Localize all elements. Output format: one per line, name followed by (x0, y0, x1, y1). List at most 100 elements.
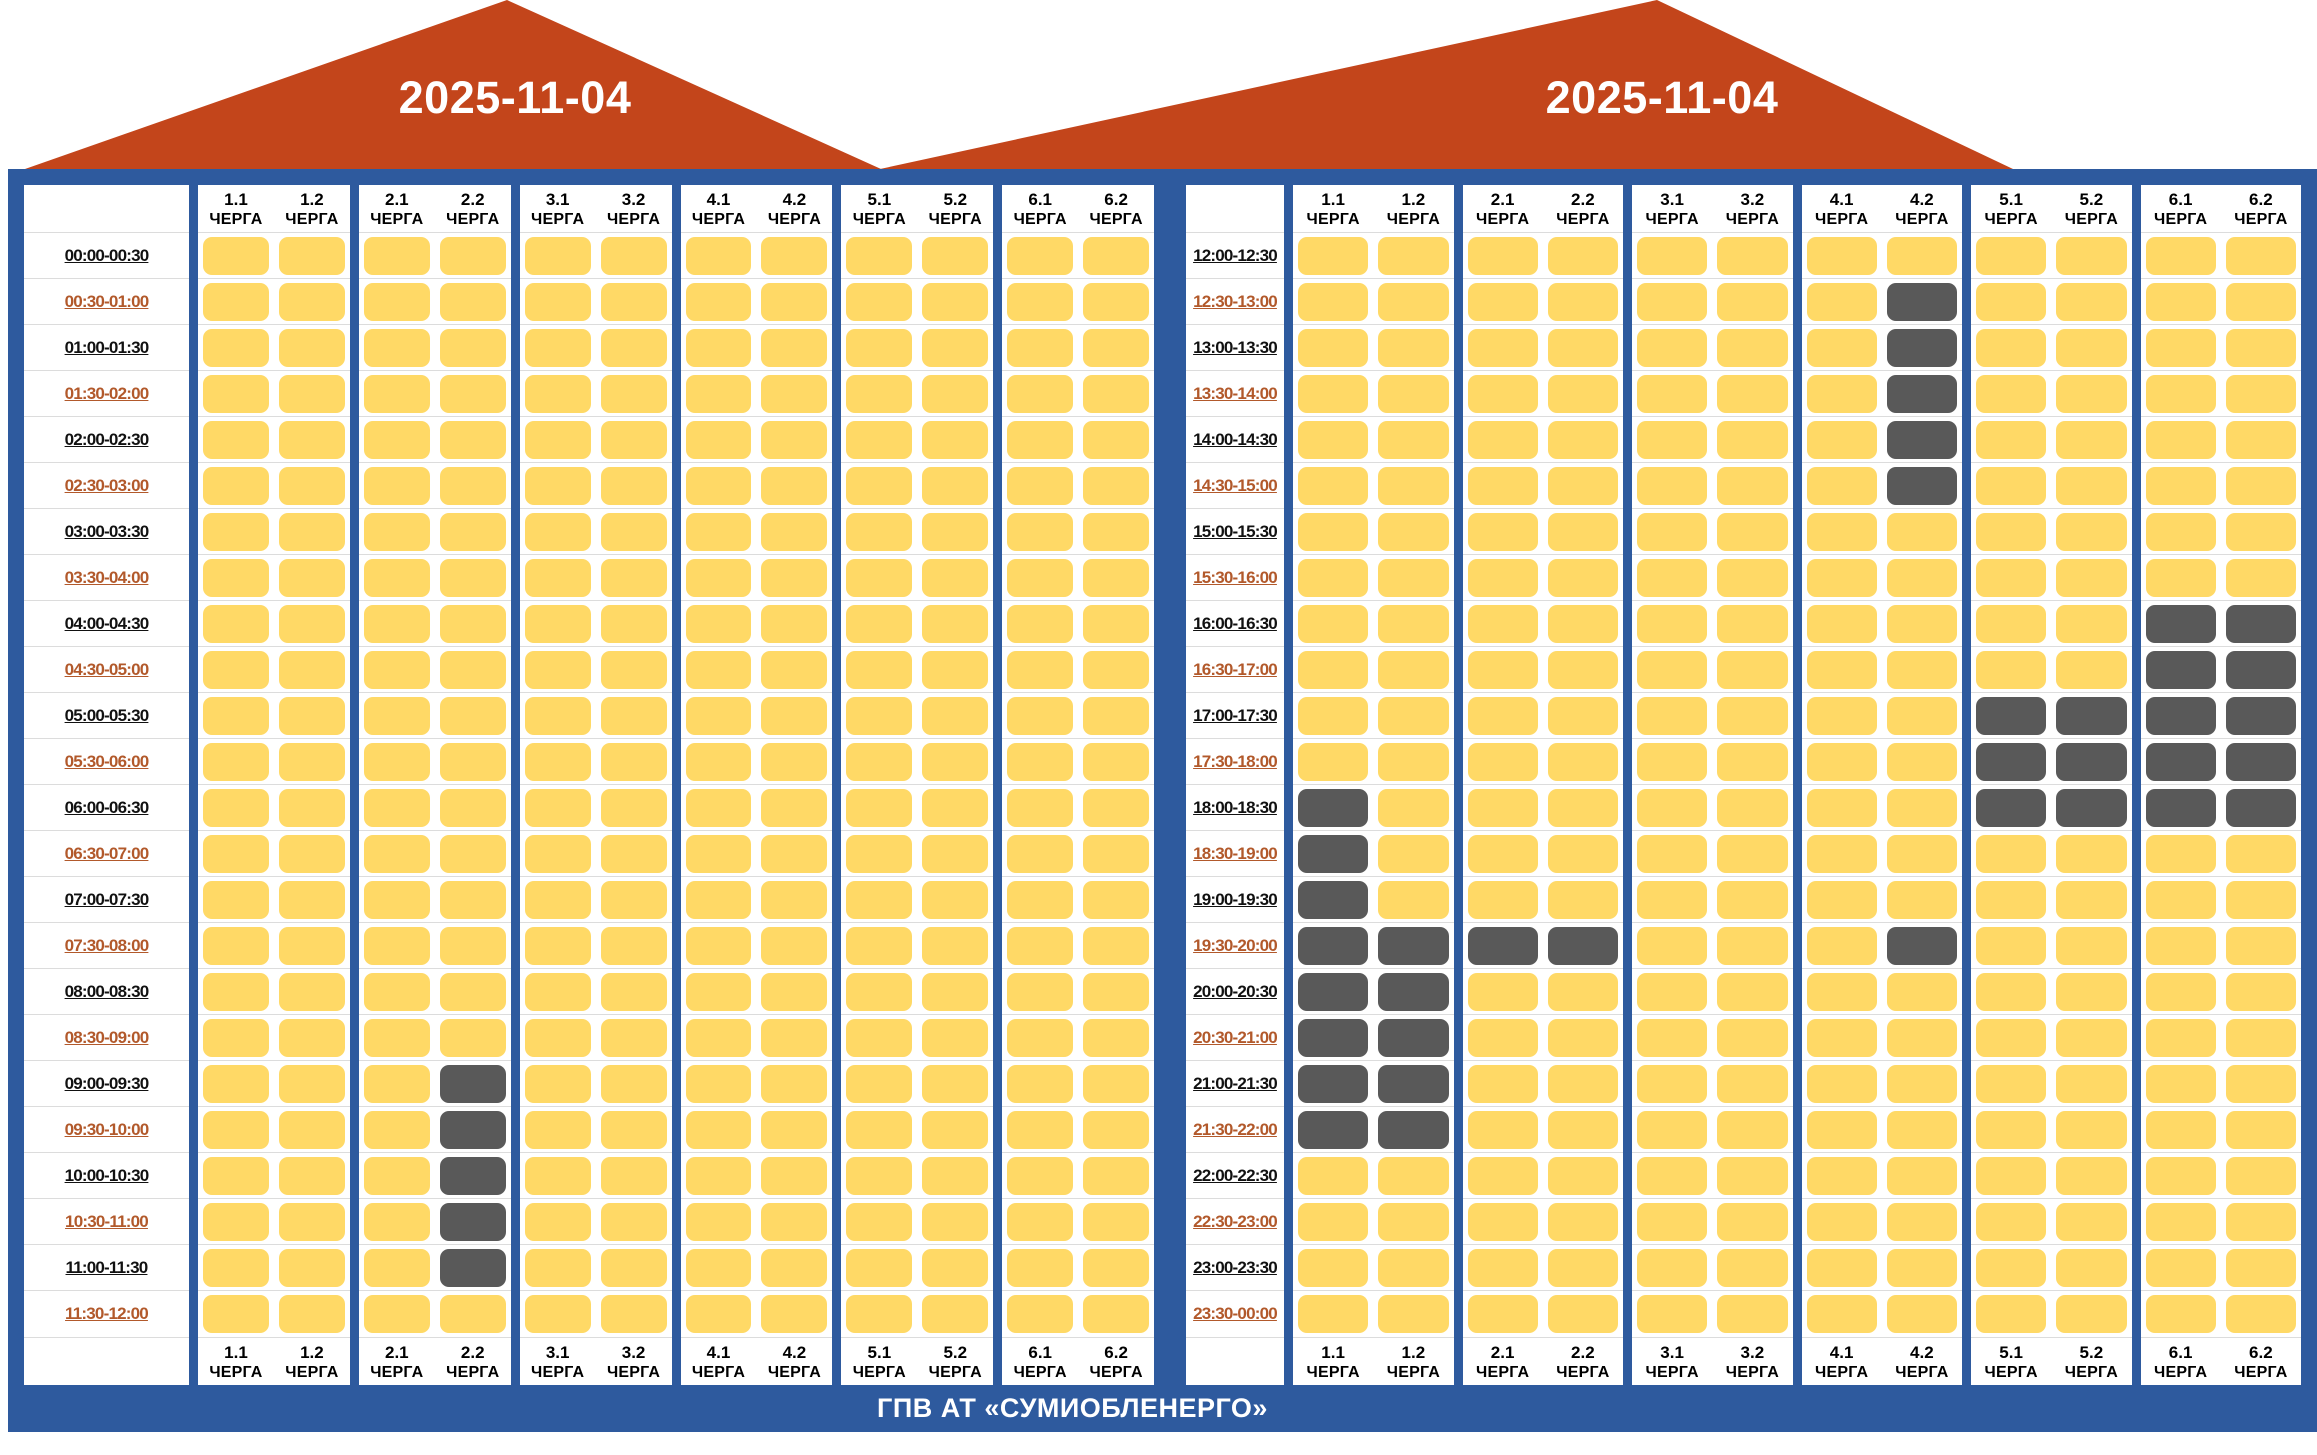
schedule-cell (363, 559, 430, 597)
time-slot-label: 09:30-10:00 (24, 1107, 189, 1153)
schedule-cell (685, 513, 752, 551)
schedule-row-cell (1462, 739, 1543, 785)
schedule-row-cell (2140, 693, 2221, 739)
schedule-cell (761, 237, 828, 275)
schedule-cell (600, 1295, 667, 1333)
schedule-cell (363, 927, 430, 965)
schedule-cell (1886, 329, 1957, 367)
queue-number: 5.2 (943, 1342, 968, 1362)
queue-number: 3.1 (1660, 189, 1684, 209)
queue-header: 6.1 ЧЕРГА (1002, 1337, 1079, 1385)
schedule-cell (1717, 283, 1788, 321)
schedule-cell (2056, 743, 2127, 781)
schedule-row-cell (1462, 509, 1543, 555)
schedule-row-cell (1971, 1015, 2052, 1061)
schedule-cell (1547, 881, 1618, 919)
queue-number: 3.2 (1740, 189, 1765, 209)
queue-number: 4.2 (1910, 1342, 1934, 1362)
schedule-cell (1298, 1295, 1369, 1333)
schedule-row-cell (519, 693, 596, 739)
schedule-row-cell (1632, 831, 1713, 877)
schedule-row-cell (198, 1199, 274, 1245)
schedule-row-cell (841, 969, 918, 1015)
schedule-row-cell (434, 647, 511, 693)
schedule-cell (1886, 697, 1957, 735)
queue-word: ЧЕРГА (1645, 1363, 1699, 1381)
schedule-row-cell (1542, 325, 1623, 371)
time-slot-label: 04:00-04:30 (24, 601, 189, 647)
schedule-row-cell (435, 1291, 511, 1337)
schedule-row-cell (434, 1107, 511, 1153)
schedule-row-cell (1462, 693, 1543, 739)
schedule-row-cell (917, 417, 994, 463)
schedule-row-cell (358, 417, 435, 463)
schedule-cell (1637, 1249, 1708, 1287)
schedule-cell (600, 467, 667, 505)
schedule-row-cell (358, 463, 435, 509)
schedule-cell (1717, 375, 1788, 413)
schedule-cell (524, 1295, 591, 1333)
schedule-row-cell (2220, 1015, 2301, 1061)
schedule-cell (685, 1019, 752, 1057)
schedule-row-cell (756, 601, 833, 647)
schedule-cell (1298, 375, 1369, 413)
schedule-cell (1976, 697, 2047, 735)
schedule-row-cell (1632, 739, 1713, 785)
schedule-cell (1378, 835, 1449, 873)
schedule-row-cell (595, 417, 672, 463)
schedule-row-cell (756, 509, 833, 555)
schedule-cell (685, 421, 752, 459)
schedule-cell (1378, 283, 1449, 321)
schedule-cell (1806, 559, 1877, 597)
schedule-cell (2225, 927, 2296, 965)
queue-header: 5.2 ЧЕРГА (917, 1337, 994, 1385)
schedule-row-cell (756, 877, 833, 923)
schedule-cell (1976, 927, 2047, 965)
schedule-cell (1806, 1065, 1877, 1103)
schedule-row-cell (273, 417, 350, 463)
schedule-cell (1298, 1203, 1369, 1241)
schedule-row-cell (1293, 785, 1374, 831)
schedule-cell (1717, 1111, 1788, 1149)
queue-header: 5.1 ЧЕРГА (1971, 1337, 2052, 1385)
schedule-cell (2145, 1249, 2216, 1287)
schedule-cell (1378, 1203, 1449, 1241)
queue-header: 3.2 ЧЕРГА (595, 185, 672, 233)
schedule-row-cell (1373, 279, 1454, 325)
schedule-row-cell (2220, 831, 2301, 877)
schedule-row-cell (2140, 233, 2221, 279)
schedule-cell (2145, 927, 2216, 965)
schedule-cell (1637, 1019, 1708, 1057)
schedule-cell (1717, 927, 1788, 965)
schedule-row-cell (680, 509, 757, 555)
schedule-cell (1467, 651, 1538, 689)
schedule-cell (203, 1065, 269, 1103)
schedule-cell (2056, 835, 2127, 873)
schedule-cell (2225, 789, 2296, 827)
schedule-row-cell (1971, 1061, 2052, 1107)
schedule-row-cell (1542, 877, 1623, 923)
schedule-cell (1083, 881, 1150, 919)
schedule-row-cell (358, 739, 435, 785)
schedule-cell (1717, 559, 1788, 597)
schedule-cell (1976, 881, 2047, 919)
schedule-cell (685, 467, 752, 505)
schedule-cell (761, 1203, 828, 1241)
queue-word: ЧЕРГА (1306, 210, 1360, 228)
schedule-row-cell (1712, 647, 1793, 693)
schedule-cell (363, 1019, 430, 1057)
schedule-cell (439, 513, 506, 551)
schedule-row-cell (595, 509, 672, 555)
queue-word: ЧЕРГА (209, 1363, 263, 1381)
queue-column-3.1: 3.1 ЧЕРГА 3.1 ЧЕРГА (519, 185, 596, 1385)
schedule-cell (524, 743, 591, 781)
schedule-cell (439, 927, 506, 965)
schedule-row-cell (1971, 693, 2052, 739)
schedule-cell (761, 835, 828, 873)
schedule-row-cell (1801, 1199, 1882, 1245)
schedule-row-cell (1712, 785, 1793, 831)
schedule-row-cell (680, 1245, 757, 1291)
schedule-cell (1083, 1295, 1150, 1333)
queue-number: 5.2 (943, 189, 968, 209)
schedule-cell (1976, 789, 2047, 827)
